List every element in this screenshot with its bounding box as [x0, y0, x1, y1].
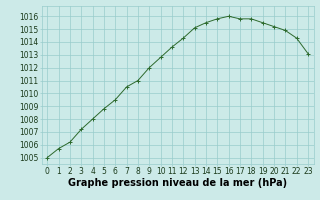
X-axis label: Graphe pression niveau de la mer (hPa): Graphe pression niveau de la mer (hPa) — [68, 178, 287, 188]
